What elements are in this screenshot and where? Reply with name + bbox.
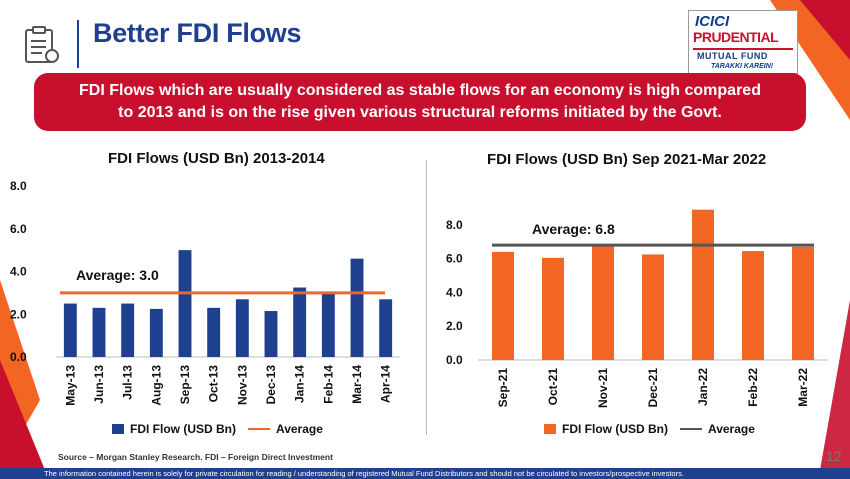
clipboard-icon: [25, 26, 59, 63]
chart1-bar-4: [178, 250, 192, 357]
chart1-xtick-7: Dec-13: [264, 365, 278, 405]
chart1-title: FDI Flows (USD Bn) 2013-2014: [108, 150, 325, 167]
chart1-bar-8: [293, 287, 307, 357]
summary-banner: FDI Flows which are usually considered a…: [34, 73, 806, 131]
chart1-xtick-0: May-13: [63, 365, 77, 406]
chart2-legend-bar-swatch: [544, 424, 556, 434]
chart2-average-label: Average: 6.8: [532, 221, 615, 237]
chart2-xtick-1: Oct-21: [546, 368, 560, 406]
chart1-xtick-2: Jul-13: [121, 365, 135, 400]
chart2-plot: 0.0 2.0 4.0 6.0 8.0 Sep-21 Oct-21 Nov-21 Dec-21 J…: [446, 209, 828, 408]
chart2-xtick-4: Jan-22: [696, 368, 710, 406]
chart1-xtick-8: Jan-14: [293, 365, 307, 403]
chart1-bar-7: [264, 311, 278, 357]
chart2-ytick-4: 8.0: [446, 218, 463, 232]
logo-line3: MUTUAL FUND: [697, 51, 768, 61]
chart2-bar-3: [642, 254, 664, 360]
chart1-legend-bar-label: FDI Flow (USD Bn): [130, 422, 236, 436]
corner-accent-bottom-left: [0, 280, 45, 470]
disclaimer-footer: The information contained herein is sole…: [0, 468, 850, 479]
chart2-ytick-1: 2.0: [446, 319, 463, 333]
chart1-xtick-11: Apr-14: [379, 365, 393, 403]
chart2-xtick-0: Sep-21: [496, 368, 510, 408]
chart1-xtick-9: Feb-14: [321, 365, 335, 404]
corner-accent-bottom-right: [820, 300, 850, 470]
chart1-legend-avg-swatch: [247, 428, 270, 430]
chart2-title: FDI Flows (USD Bn) Sep 2021-Mar 2022: [487, 151, 767, 168]
chart1-xtick-6: Nov-13: [235, 365, 249, 405]
chart2-bar-5: [742, 251, 764, 360]
chart2-bar-2: [592, 246, 614, 360]
chart1-bar-1: [92, 307, 106, 357]
logo-line2: PRUDENTIAL: [693, 29, 779, 45]
chart2-bar-1: [542, 257, 564, 360]
logo-tagline: TARAKKI KAREIN!: [711, 63, 774, 70]
banner-line-2: to 2013 and is on the rise given various…: [118, 104, 722, 121]
chart1-legend-bar-swatch: [112, 424, 124, 434]
chart2-bar-0: [492, 251, 514, 360]
chart2-bar-4: [692, 209, 714, 360]
chart1-legend-avg-label: Average: [275, 422, 323, 436]
chart2-legend: FDI Flow (USD Bn) Average: [544, 422, 755, 436]
chart2-ytick-2: 4.0: [446, 285, 463, 299]
chart1-xtick-1: Jun-13: [92, 365, 106, 404]
chart2-ytick-0: 0.0: [446, 353, 463, 367]
chart2-xtick-2: Nov-21: [596, 368, 610, 408]
chart1-bar-0: [63, 303, 77, 357]
chart1-ytick-3: 6.0: [10, 222, 27, 236]
chart1-bar-3: [149, 308, 163, 357]
chart2-ytick-3: 6.0: [446, 252, 463, 266]
chart1-bar-11: [379, 299, 393, 357]
chart1-bar-5: [207, 307, 221, 357]
chart1-bar-2: [121, 303, 135, 357]
chart1-xtick-4: Sep-13: [178, 365, 192, 405]
page-number: 12: [826, 448, 842, 464]
chart2-xtick-3: Dec-21: [646, 368, 660, 408]
chart1-xtick-3: Aug-13: [149, 365, 163, 406]
title-divider: [77, 20, 79, 68]
chart1-bar-9: [321, 291, 335, 357]
logo-divider: [693, 48, 793, 50]
chart1-xtick-5: Oct-13: [207, 365, 221, 403]
icici-prudential-logo: ICICI PRUDENTIAL MUTUAL FUND TARAKKI KAR…: [688, 10, 798, 74]
chart1-bar-6: [235, 299, 249, 357]
chart2-legend-avg-swatch: [679, 428, 702, 430]
chart1-average-label: Average: 3.0: [76, 267, 159, 283]
chart1-bar-10: [350, 258, 364, 357]
source-note: Source – Morgan Stanley Research. FDI – …: [58, 452, 333, 462]
chart2-legend-bar-label: FDI Flow (USD Bn): [562, 422, 668, 436]
chart2-xtick-5: Feb-22: [746, 368, 760, 407]
chart1-ytick-1: 2.0: [10, 307, 27, 321]
chart2-bar-6: [792, 246, 814, 360]
page-title: Better FDI Flows: [93, 18, 302, 48]
banner-line-1: FDI Flows which are usually considered a…: [79, 82, 761, 99]
chart1-plot: 0.0 2.0 4.0 6.0 8.0 May-13 Jun-13 Jul-13 Aug-13 S…: [10, 179, 400, 406]
chart1-ytick-0: 0.0: [10, 350, 27, 364]
chart-divider: [426, 160, 427, 435]
chart2-xtick-6: Mar-22: [796, 368, 810, 407]
chart2-legend-avg-label: Average: [707, 422, 755, 436]
chart1-ytick-2: 4.0: [10, 265, 27, 279]
logo-line1: ICICI: [695, 13, 730, 30]
chart1-legend: FDI Flow (USD Bn) Average: [112, 422, 323, 436]
chart1-xtick-10: Mar-14: [350, 365, 364, 404]
chart1-ytick-4: 8.0: [10, 179, 27, 193]
